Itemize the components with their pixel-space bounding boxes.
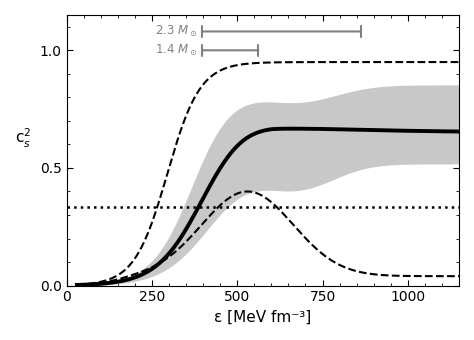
Text: 1.4 $M_\odot$: 1.4 $M_\odot$ [155,43,197,58]
X-axis label: ε [MeV fm⁻³]: ε [MeV fm⁻³] [214,310,311,325]
Y-axis label: c$_s^2$: c$_s^2$ [15,127,31,150]
Text: 2.3 $M_\odot$: 2.3 $M_\odot$ [155,24,197,39]
